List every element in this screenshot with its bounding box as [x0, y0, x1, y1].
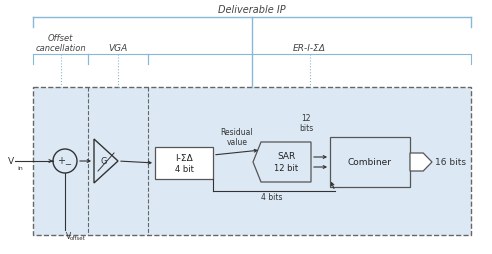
Bar: [330, 137, 410, 187]
Text: +: +: [57, 155, 65, 165]
Text: Deliverable IP: Deliverable IP: [218, 5, 286, 15]
Text: in: in: [17, 165, 23, 170]
Text: 12 bit: 12 bit: [274, 164, 298, 173]
Text: −: −: [64, 160, 71, 169]
Text: VGA: VGA: [108, 44, 127, 53]
Polygon shape: [253, 142, 311, 182]
Text: SAR: SAR: [277, 152, 295, 161]
Text: G: G: [101, 157, 107, 166]
Text: 12
bits: 12 bits: [299, 113, 313, 133]
Text: V: V: [8, 157, 14, 166]
Text: 4 bits: 4 bits: [261, 192, 282, 201]
Text: Residual
value: Residual value: [221, 127, 253, 146]
Text: Offset
cancellation: Offset cancellation: [35, 34, 86, 53]
Text: 4 bit: 4 bit: [175, 165, 193, 174]
Text: offset: offset: [70, 235, 86, 240]
Text: Combiner: Combiner: [348, 158, 392, 167]
Polygon shape: [410, 153, 432, 171]
Text: I-ΣΔ: I-ΣΔ: [175, 154, 193, 163]
Bar: [33, 88, 471, 235]
Text: V: V: [66, 231, 71, 240]
Text: ER-I-ΣΔ: ER-I-ΣΔ: [293, 44, 326, 53]
Text: 16 bits: 16 bits: [435, 158, 466, 167]
Bar: [155, 147, 213, 179]
